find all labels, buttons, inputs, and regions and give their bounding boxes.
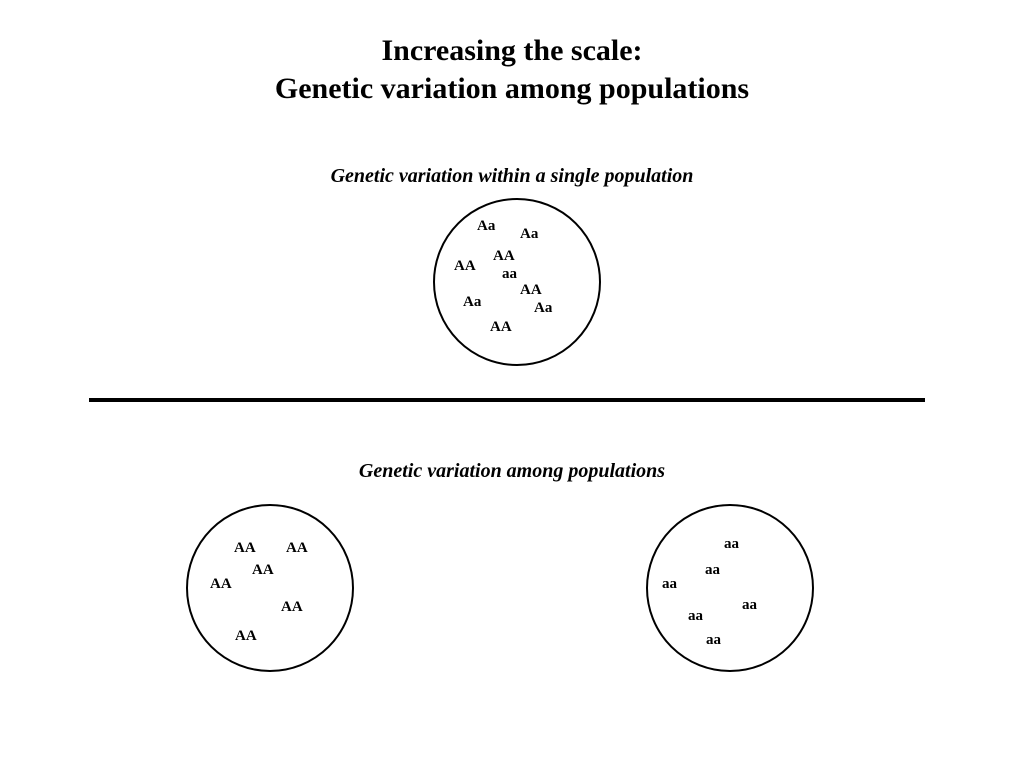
genotype-label-left-3: AA xyxy=(210,576,232,593)
genotype-label-single-2: AA xyxy=(493,248,515,265)
genotype-label-single-6: Aa xyxy=(463,294,481,311)
subtitle-among: Genetic variation among populations xyxy=(0,460,1024,483)
subtitle-within: Genetic variation within a single popula… xyxy=(0,165,1024,188)
page-title: Increasing the scale: Genetic variation … xyxy=(0,0,1024,107)
genotype-label-single-4: aa xyxy=(502,266,517,283)
title-line-2: Genetic variation among populations xyxy=(0,70,1024,108)
genotype-label-left-5: AA xyxy=(235,628,257,645)
genotype-label-single-0: Aa xyxy=(477,218,495,235)
genotype-label-single-3: AA xyxy=(454,258,476,275)
genotype-label-right-5: aa xyxy=(706,632,721,649)
population-circle-single xyxy=(433,198,601,366)
genotype-label-right-4: aa xyxy=(688,608,703,625)
genotype-label-right-0: aa xyxy=(724,536,739,553)
genotype-label-right-1: aa xyxy=(705,562,720,579)
genotype-label-single-8: AA xyxy=(490,319,512,336)
genotype-label-right-3: aa xyxy=(742,597,757,614)
title-line-1: Increasing the scale: xyxy=(0,32,1024,70)
genotype-label-left-2: AA xyxy=(252,562,274,579)
genotype-label-left-4: AA xyxy=(281,599,303,616)
genotype-label-left-0: AA xyxy=(234,540,256,557)
genotype-label-single-5: AA xyxy=(520,282,542,299)
section-divider xyxy=(89,398,925,402)
genotype-label-left-1: AA xyxy=(286,540,308,557)
genotype-label-right-2: aa xyxy=(662,576,677,593)
genotype-label-single-1: Aa xyxy=(520,226,538,243)
genotype-label-single-7: Aa xyxy=(534,300,552,317)
